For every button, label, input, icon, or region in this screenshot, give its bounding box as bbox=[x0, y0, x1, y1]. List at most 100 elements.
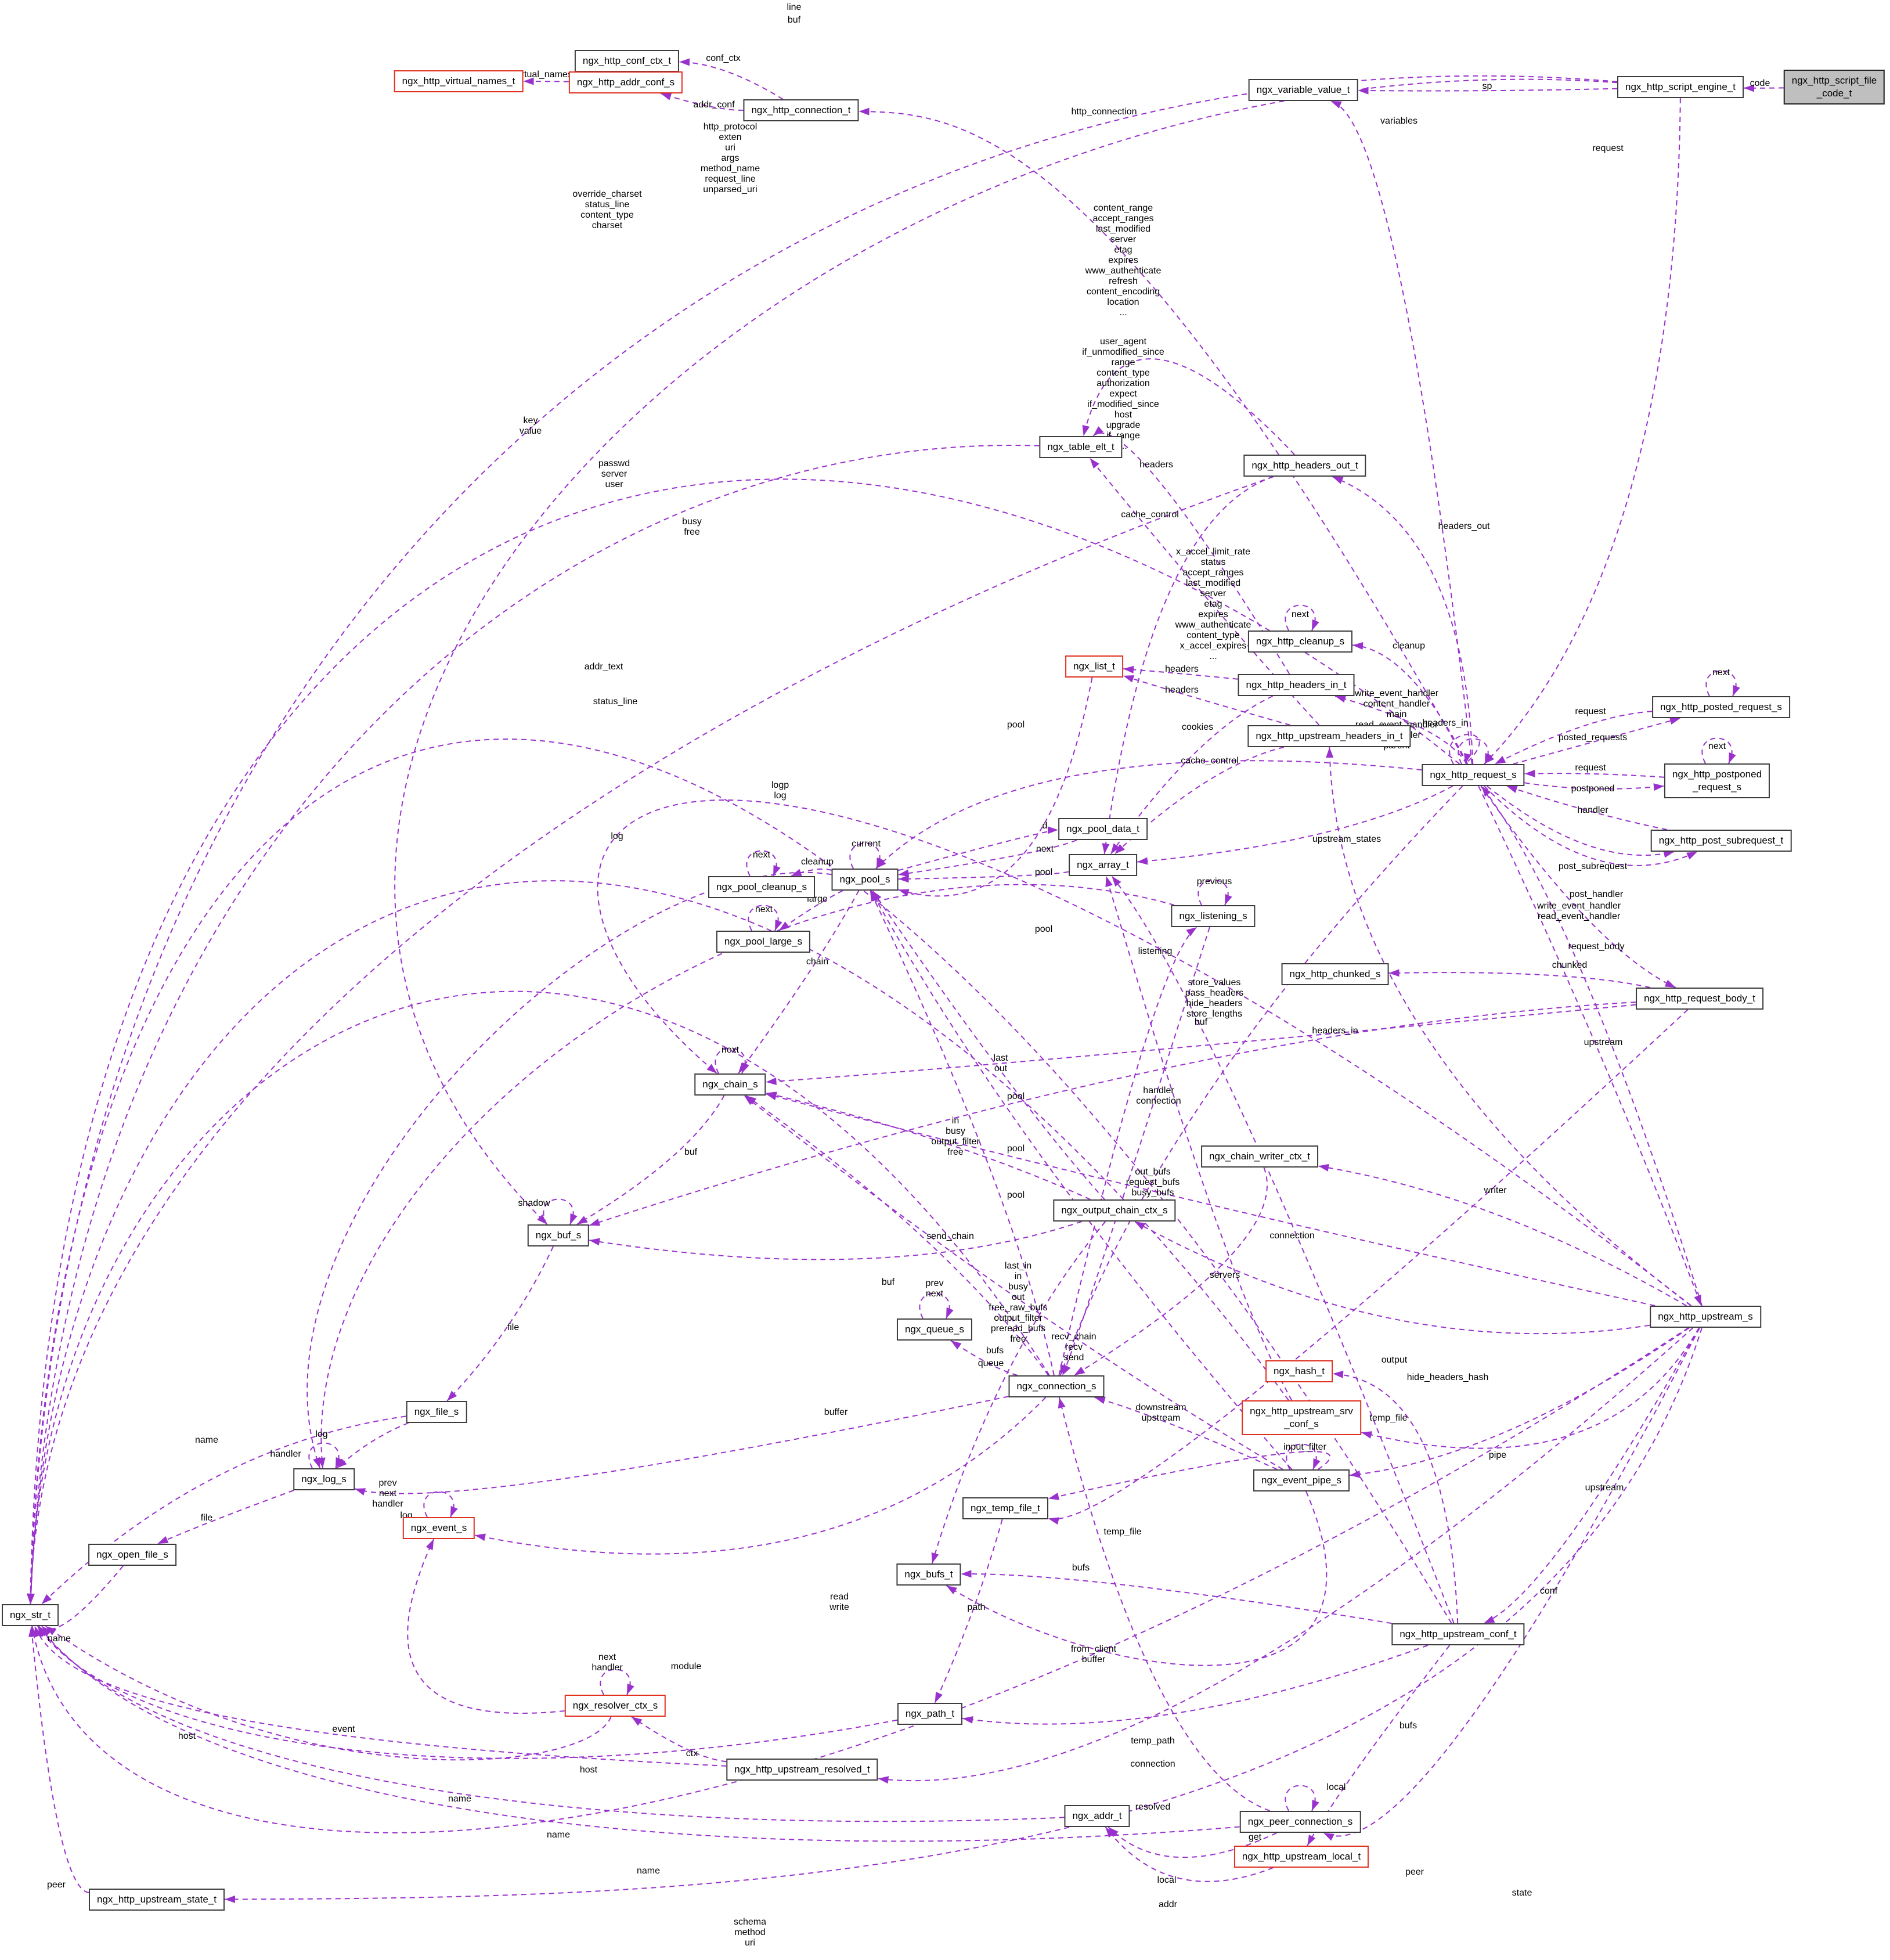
edge bbox=[898, 871, 1069, 880]
edge-label: connection bbox=[1130, 1759, 1175, 1769]
arrowhead bbox=[1110, 843, 1120, 854]
node-upstream_headers_in_t[interactable]: ngx_http_upstream_headers_in_t bbox=[1247, 725, 1411, 747]
arrowhead bbox=[1094, 1396, 1106, 1404]
edge bbox=[1285, 1785, 1316, 1811]
edge bbox=[38, 1626, 1240, 1842]
node-upstream_srv_conf_s[interactable]: ngx_http_upstream_srv _conf_s bbox=[1242, 1400, 1361, 1435]
node-script_engine_t[interactable]: ngx_http_script_engine_t bbox=[1617, 76, 1744, 98]
edge-label: cookies bbox=[1181, 722, 1214, 732]
node-str_t[interactable]: ngx_str_t bbox=[2, 1604, 59, 1626]
node-file_s[interactable]: ngx_file_s bbox=[406, 1401, 467, 1423]
edge bbox=[1058, 1397, 1270, 1811]
node-conf_ctx_t[interactable]: ngx_http_conf_ctx_t bbox=[574, 50, 680, 72]
edge bbox=[523, 81, 569, 82]
node-virtual_names_t[interactable]: ngx_http_virtual_names_t bbox=[394, 70, 524, 92]
arrowhead bbox=[1047, 826, 1058, 834]
node-post_subrequest_t[interactable]: ngx_http_post_subrequest_t bbox=[1650, 830, 1792, 852]
node-chunked_s[interactable]: ngx_http_chunked_s bbox=[1281, 963, 1389, 985]
node-upstream_s[interactable]: ngx_http_upstream_s bbox=[1650, 1306, 1761, 1328]
node-pool_data_t[interactable]: ngx_pool_data_t bbox=[1058, 818, 1148, 840]
node-upstream_resolved_t[interactable]: ngx_http_upstream_resolved_t bbox=[726, 1759, 878, 1781]
edge-label: name bbox=[448, 1794, 472, 1804]
edge-label: variables bbox=[1380, 116, 1418, 126]
edge bbox=[1286, 1443, 1317, 1470]
node-table_elt_t[interactable]: ngx_table_elt_t bbox=[1039, 436, 1123, 458]
node-pool_large_s[interactable]: ngx_pool_large_s bbox=[716, 931, 811, 953]
edge-label: bufs bbox=[986, 1346, 1004, 1356]
node-buf_s[interactable]: ngx_buf_s bbox=[527, 1224, 590, 1246]
node-peer_connection_s[interactable]: ngx_peer_connection_s bbox=[1239, 1811, 1361, 1833]
edge bbox=[1483, 1327, 1700, 1624]
node-chain_writer_ctx_t[interactable]: ngx_chain_writer_ctx_t bbox=[1201, 1145, 1318, 1168]
node-addr_t[interactable]: ngx_addr_t bbox=[1064, 1805, 1130, 1827]
edge bbox=[1198, 879, 1229, 906]
edge-label: x_accel_limit_rate status accept_ranges … bbox=[1175, 547, 1251, 661]
edge-label: pool bbox=[1007, 720, 1025, 730]
node-cleanup_s[interactable]: ngx_http_cleanup_s bbox=[1247, 630, 1353, 653]
node-log_s[interactable]: ngx_log_s bbox=[293, 1468, 355, 1490]
arrowhead bbox=[1350, 1470, 1361, 1478]
edge-label: name bbox=[194, 1435, 219, 1445]
edge bbox=[1103, 476, 1274, 855]
node-chain_s[interactable]: ngx_chain_s bbox=[694, 1073, 766, 1096]
node-hash_t[interactable]: ngx_hash_t bbox=[1265, 1360, 1333, 1382]
edge-label: prev next handler bbox=[372, 1478, 403, 1509]
arrowhead bbox=[1225, 893, 1232, 905]
node-upstream_state_t[interactable]: ngx_http_upstream_state_t bbox=[88, 1889, 225, 1911]
arrowhead bbox=[1090, 458, 1099, 469]
node-headers_in_t[interactable]: ngx_http_headers_in_t bbox=[1238, 674, 1355, 696]
node-request_s[interactable]: ngx_http_request_s bbox=[1422, 764, 1525, 786]
arrowhead bbox=[1481, 786, 1491, 797]
arrowhead bbox=[1102, 843, 1110, 854]
node-listening_s[interactable]: ngx_listening_s bbox=[1171, 905, 1256, 927]
edge-label: writer bbox=[1484, 1186, 1507, 1195]
edge-label: name bbox=[546, 1830, 571, 1840]
node-upstream_conf_t[interactable]: ngx_http_upstream_conf_t bbox=[1391, 1623, 1525, 1645]
edge-label: input_filter bbox=[1283, 1442, 1326, 1452]
node-upstream_local_t[interactable]: ngx_http_upstream_local_t bbox=[1233, 1846, 1369, 1868]
node-open_file_s[interactable]: ngx_open_file_s bbox=[88, 1544, 176, 1566]
edge-label: line bbox=[787, 2, 802, 12]
node-http_connection_t[interactable]: ngx_http_connection_t bbox=[743, 99, 859, 121]
edge-label: headers bbox=[1165, 664, 1199, 674]
node-postponed_request_s[interactable]: ngx_http_postponed _request_s bbox=[1664, 763, 1770, 798]
node-temp_file_t[interactable]: ngx_temp_file_t bbox=[962, 1497, 1049, 1519]
edge-label: resolved bbox=[1135, 1802, 1171, 1812]
node-bufs_t[interactable]: ngx_bufs_t bbox=[896, 1563, 961, 1586]
edge bbox=[870, 890, 1055, 1376]
node-script_file_code_t[interactable]: ngx_http_script_file _code_t bbox=[1783, 70, 1885, 105]
arrowhead bbox=[355, 1488, 366, 1496]
edge-label: pool bbox=[1007, 1091, 1025, 1101]
node-variable_value_t[interactable]: ngx_variable_value_t bbox=[1248, 79, 1358, 101]
edge bbox=[766, 1004, 1636, 1083]
arrowhead bbox=[1082, 424, 1090, 436]
node-pool_cleanup_s[interactable]: ngx_pool_cleanup_s bbox=[708, 876, 815, 898]
arrowhead bbox=[41, 1626, 52, 1637]
node-path_t[interactable]: ngx_path_t bbox=[897, 1703, 963, 1725]
edge bbox=[30, 990, 1050, 1605]
arrowhead bbox=[1318, 1163, 1329, 1172]
arrowhead bbox=[661, 93, 672, 100]
arrowhead bbox=[946, 1586, 958, 1595]
node-connection_s[interactable]: ngx_connection_s bbox=[1008, 1375, 1105, 1397]
edge-label: log bbox=[611, 831, 623, 841]
edge bbox=[30, 880, 1289, 1605]
node-request_body_t[interactable]: ngx_http_request_body_t bbox=[1636, 988, 1763, 1010]
edge bbox=[1705, 670, 1737, 697]
node-posted_request_s[interactable]: ngx_http_posted_request_s bbox=[1652, 696, 1790, 718]
node-array_t[interactable]: ngx_array_t bbox=[1069, 854, 1137, 876]
edge-label: bufs bbox=[1399, 1721, 1418, 1731]
node-event_s[interactable]: ngx_event_s bbox=[402, 1517, 475, 1539]
node-pool_s[interactable]: ngx_pool_s bbox=[831, 869, 899, 891]
node-resolver_ctx_s[interactable]: ngx_resolver_ctx_s bbox=[564, 1695, 666, 1717]
edge-label: postponed bbox=[1571, 784, 1615, 794]
node-addr_conf_s[interactable]: ngx_http_addr_conf_s bbox=[568, 71, 683, 93]
node-list_t[interactable]: ngx_list_t bbox=[1065, 655, 1123, 678]
node-event_pipe_s[interactable]: ngx_event_pipe_s bbox=[1253, 1469, 1350, 1491]
edge-label: local bbox=[1157, 1875, 1177, 1885]
node-headers_out_t[interactable]: ngx_http_headers_out_t bbox=[1243, 455, 1366, 477]
node-queue_s[interactable]: ngx_queue_s bbox=[896, 1318, 973, 1341]
edge-label: hide_headers_hash bbox=[1406, 1372, 1489, 1382]
arrowhead bbox=[1669, 717, 1681, 725]
node-output_chain_ctx_s[interactable]: ngx_output_chain_ctx_s bbox=[1053, 1199, 1176, 1222]
